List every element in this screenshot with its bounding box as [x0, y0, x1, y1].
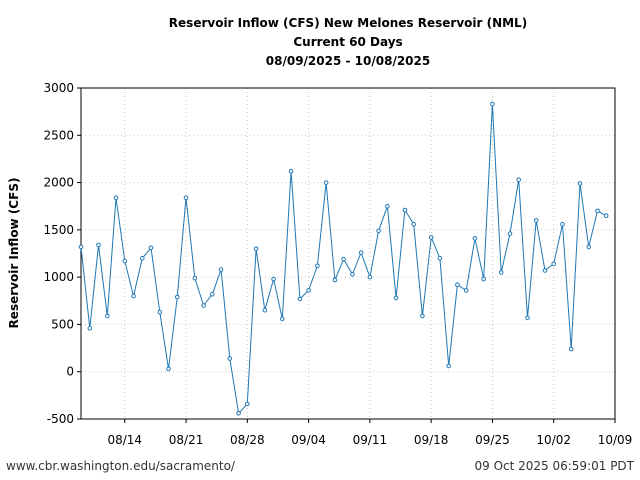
- x-tick-label: 10/09: [598, 433, 633, 447]
- y-tick-label: 3000: [43, 81, 74, 95]
- axes: [80, 87, 616, 420]
- data-point: [323, 180, 329, 185]
- data-point: [87, 325, 93, 331]
- data-point: [227, 356, 233, 361]
- data-point: [402, 207, 408, 213]
- data-point: [490, 101, 495, 107]
- data-point: [463, 288, 469, 293]
- x-tick-label: 09/18: [414, 433, 449, 447]
- data-point: [472, 236, 478, 241]
- data-point: [481, 276, 487, 282]
- data-point: [525, 315, 530, 321]
- data-point: [236, 411, 241, 416]
- data-point: [385, 203, 390, 209]
- data-point: [131, 293, 136, 299]
- data-point: [411, 221, 417, 227]
- data-point: [568, 346, 574, 352]
- data-point: [586, 244, 592, 250]
- x-tick-label: 08/21: [169, 433, 204, 447]
- data-point: [341, 256, 346, 262]
- data-point: [96, 242, 101, 248]
- data-point: [166, 366, 171, 372]
- x-tick-label: 09/25: [475, 433, 510, 447]
- data-point: [551, 261, 557, 267]
- data-point: [367, 274, 373, 280]
- x-tick-label: 09/04: [291, 433, 326, 447]
- chart-date-range: 08/09/2025 - 10/08/2025: [266, 54, 430, 68]
- data-point: [280, 316, 285, 322]
- x-tick-label: 08/28: [230, 433, 265, 447]
- data-point: [113, 195, 119, 200]
- x-tick-label: 08/14: [107, 433, 142, 447]
- data-point: [393, 295, 399, 301]
- source-url: www.cbr.washington.edu/sacramento/: [6, 459, 236, 473]
- data-point: [358, 250, 364, 255]
- data-point: [560, 221, 565, 227]
- data-point: [253, 246, 259, 252]
- data-point: [446, 363, 452, 369]
- data-point: [516, 177, 522, 182]
- data-point: [218, 267, 224, 272]
- plot-frame: [80, 87, 616, 420]
- y-tick-label: 0: [66, 365, 74, 379]
- data-point: [78, 244, 84, 250]
- data-point: [183, 195, 189, 200]
- data-point: [140, 255, 145, 261]
- data-point: [428, 235, 434, 240]
- data-point: [148, 245, 154, 251]
- data-point: [175, 294, 180, 300]
- grid-lines: [81, 88, 615, 419]
- timestamp: 09 Oct 2025 06:59:01 PDT: [474, 459, 634, 473]
- data-point: [315, 263, 320, 269]
- data-point: [192, 275, 198, 281]
- data-point: [306, 288, 311, 293]
- series-inflow: [78, 101, 609, 416]
- data-point: [533, 218, 539, 223]
- y-tick-label: 2500: [43, 128, 74, 142]
- chart-subtitle: Current 60 Days: [293, 35, 402, 49]
- data-point: [376, 228, 381, 234]
- x-tick-label: 09/11: [353, 433, 388, 447]
- y-tick-label: 2000: [43, 176, 74, 190]
- data-point: [297, 296, 303, 302]
- y-tick-label: -500: [47, 412, 74, 426]
- y-axis-label: Reservoir Inflow (CFS): [7, 178, 21, 329]
- chart-title: Reservoir Inflow (CFS) New Melones Reser…: [169, 16, 527, 30]
- x-ticks: 08/14 08/21 08/28 09/04 09/11 09/18 09/25 10/02…: [107, 419, 632, 447]
- y-ticks: -500 0 500 1000 1500 2000 2500 3000: [43, 81, 81, 426]
- data-point: [157, 309, 163, 315]
- y-tick-label: 1500: [43, 223, 74, 237]
- data-point: [350, 272, 355, 277]
- data-point: [498, 270, 504, 275]
- data-point: [595, 208, 600, 214]
- data-point: [507, 231, 513, 236]
- data-point: [577, 181, 583, 186]
- data-point: [542, 268, 548, 273]
- data-point: [603, 213, 609, 218]
- data-point: [332, 277, 338, 283]
- data-point: [245, 401, 250, 407]
- y-tick-label: 500: [51, 317, 74, 331]
- data-point: [420, 313, 425, 319]
- data-point: [437, 255, 443, 261]
- data-point: [122, 258, 128, 264]
- data-point: [210, 291, 215, 297]
- data-point: [105, 313, 110, 319]
- data-point: [455, 282, 460, 288]
- data-point: [288, 168, 294, 174]
- data-point: [262, 307, 268, 313]
- data-point: [201, 303, 206, 308]
- y-tick-label: 1000: [43, 270, 74, 284]
- data-point: [271, 276, 276, 282]
- x-tick-label: 10/02: [536, 433, 571, 447]
